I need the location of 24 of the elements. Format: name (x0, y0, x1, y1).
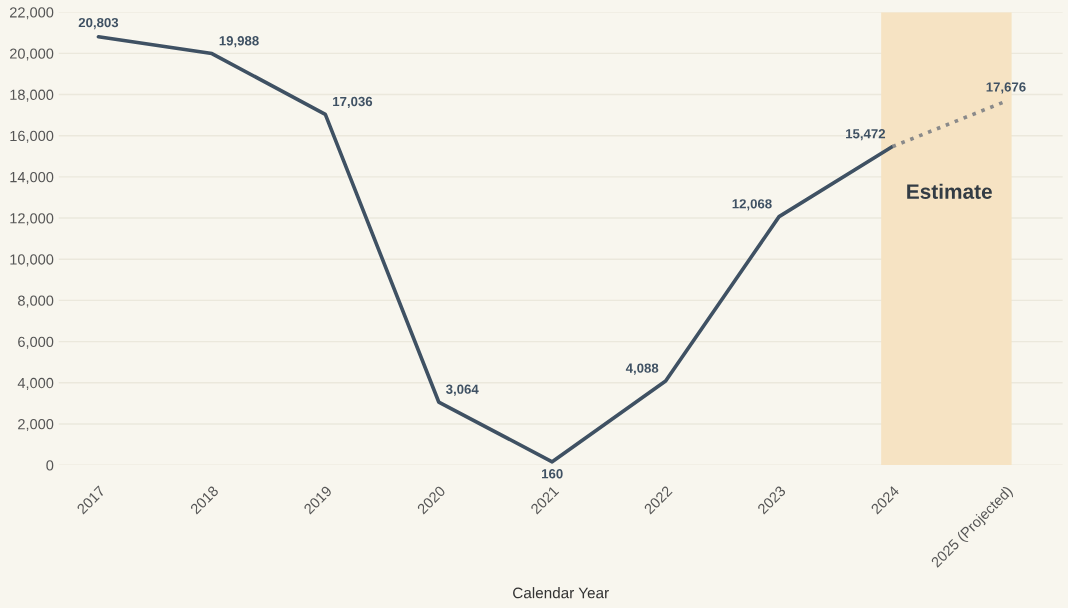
y-tick-label: 6,000 (18, 336, 54, 349)
line-series (96, 35, 895, 464)
y-tick-label: 14,000 (10, 171, 54, 185)
y-tick-label: 12,000 (10, 213, 54, 226)
y-tick-label: 22,000 (10, 7, 54, 20)
x-axis-title: Calendar Year (513, 587, 609, 599)
data-label: 160 (542, 469, 563, 479)
y-tick-label: 4,000 (17, 377, 54, 390)
y-tick-label: 10,000 (10, 254, 54, 267)
data-label: 15,472 (846, 129, 886, 141)
data-label: 19,988 (219, 36, 259, 48)
y-tick-label: 16,000 (10, 130, 54, 143)
y-tick-label: 2,000 (18, 419, 54, 432)
band-label: Estimate (907, 183, 992, 199)
y-tick-label: 20,000 (10, 48, 54, 61)
data-label: 3,064 (446, 384, 479, 396)
data-label: 12,068 (732, 199, 772, 211)
data-label: 17,676 (986, 82, 1026, 94)
data-label: 17,036 (333, 96, 373, 109)
data-label: 4,088 (625, 363, 659, 375)
y-tick-label: 18,000 (10, 89, 54, 102)
data-label: 20,803 (78, 17, 119, 30)
y-tick-label: 0 (46, 460, 54, 471)
y-tick-label: 8,000 (18, 295, 54, 308)
